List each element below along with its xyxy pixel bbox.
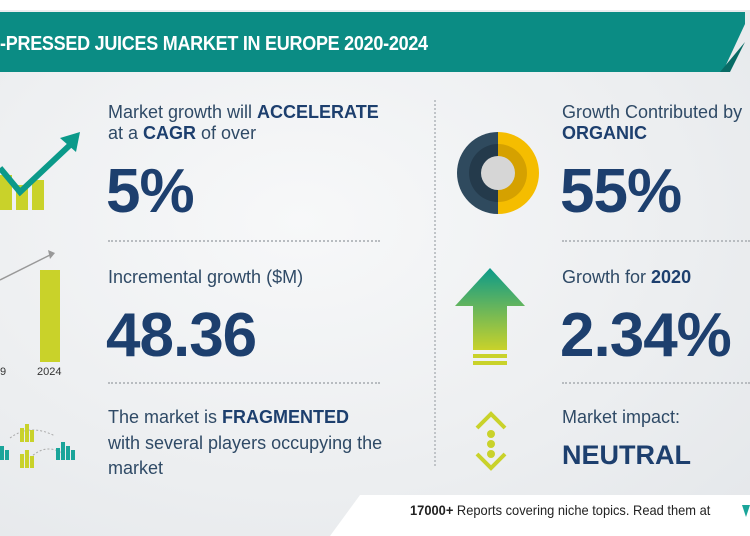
yoy-label: Growth for 2020	[562, 267, 691, 288]
footer-text: 17000+ Reports covering niche topics. Re…	[410, 502, 710, 518]
divider	[108, 382, 380, 384]
market-structure: FRAGMENTED	[222, 407, 350, 427]
fragmented-market-icon	[0, 424, 75, 468]
cagr-suffix: of over	[196, 123, 257, 143]
chart-label: 2024	[37, 366, 62, 378]
contribution-segment: ORGANIC	[562, 123, 647, 143]
cagr-text: Market growth will ACCELERATE	[108, 102, 379, 123]
yoy-prefix: Growth for	[562, 267, 652, 287]
chart-label: 9	[0, 366, 7, 378]
footer-band	[330, 495, 750, 536]
incremental-value: 48.36	[106, 301, 257, 370]
neutral-impact-icon	[475, 411, 507, 471]
impact-label: Market impact:	[562, 407, 681, 427]
cagr-line2: at a	[108, 123, 144, 143]
growth-chart-icon	[0, 132, 80, 210]
market-text: The market is FRAGMENTED	[108, 407, 349, 428]
up-arrow-icon	[455, 268, 525, 365]
market-line2: with several players occupying the	[108, 433, 383, 453]
contribution-label: Growth Contributed by	[562, 102, 743, 122]
page-title: -PRESSED JUICES MARKET IN EUROPE 2020-20…	[0, 33, 428, 55]
incremental-label: Incremental growth ($M)	[108, 267, 304, 287]
title-banner	[0, 12, 745, 72]
cagr-value: 5%	[106, 157, 195, 226]
divider	[108, 240, 380, 242]
column-divider	[434, 100, 436, 466]
footer-message: Reports covering niche topics. Read them…	[453, 502, 711, 518]
cagr-label: CAGR	[143, 123, 197, 143]
divider	[562, 382, 750, 384]
bar-chart-icon	[0, 250, 60, 362]
cagr-text-2: at a CAGR of over	[108, 123, 256, 144]
cagr-emphasis: ACCELERATE	[257, 102, 379, 122]
market-line3: market	[108, 458, 164, 478]
report-count: 17000+	[410, 502, 454, 518]
background	[0, 10, 750, 536]
donut-chart-icon	[457, 132, 539, 214]
yoy-value: 2.34%	[560, 301, 732, 370]
impact-value: NEUTRAL	[562, 440, 691, 470]
market-prefix: The market is	[108, 407, 223, 427]
yoy-year: 2020	[651, 267, 692, 287]
divider	[562, 240, 750, 242]
cagr-line1: Market growth will	[108, 102, 258, 122]
contribution-value: 55%	[560, 157, 682, 226]
brand-logo-icon	[742, 505, 750, 517]
